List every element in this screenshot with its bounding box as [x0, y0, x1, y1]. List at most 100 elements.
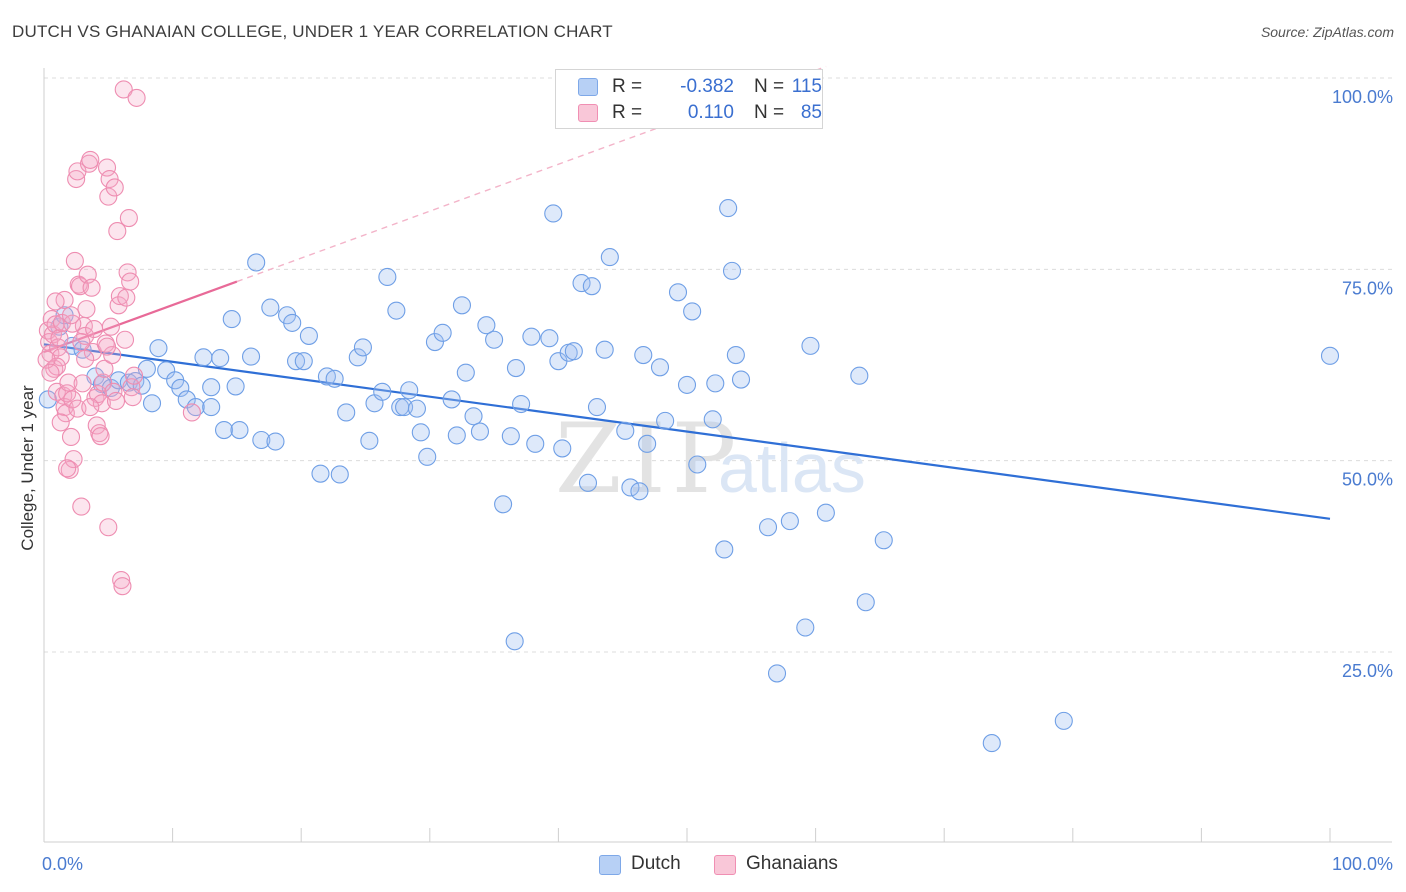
point-ghanaians: [61, 306, 81, 325]
point-dutch: [621, 478, 640, 497]
r-value: 0.110: [687, 102, 734, 123]
n-value: 85: [800, 102, 822, 123]
point-dutch: [348, 348, 367, 367]
y-axis-label: College, Under 1 year: [18, 385, 37, 551]
legend-swatch-ghanaians: [714, 855, 736, 875]
point-ghanaians: [46, 292, 65, 311]
point-ghanaians: [65, 251, 84, 270]
swatch-ghanaians: [578, 104, 598, 122]
point-ghanaians: [59, 373, 78, 392]
point-dutch: [780, 512, 799, 531]
legend-swatch-dutch: [599, 855, 621, 875]
r-label: R =: [612, 76, 643, 97]
point-ghanaians: [105, 178, 124, 197]
point-dutch: [796, 618, 815, 637]
point-dutch: [512, 394, 531, 414]
tick-labels: 25.0% 50.0% 75.0% 100.0% 0.0% 100.0%: [42, 87, 1393, 874]
point-ghanaians: [110, 287, 129, 306]
point-dutch: [222, 310, 241, 329]
point-ghanaians: [73, 374, 92, 393]
n-value: 115: [791, 76, 822, 97]
point-dutch: [311, 464, 330, 483]
trend-line-dutch: [43, 343, 1331, 520]
x-tick-label: 0.0%: [42, 854, 83, 874]
point-ghanaians: [112, 571, 131, 590]
point-ghanaians: [83, 342, 102, 362]
point-ghanaians: [51, 413, 70, 432]
point-dutch: [656, 411, 675, 430]
point-ghanaians: [90, 424, 109, 443]
point-ghanaians: [103, 346, 122, 365]
point-ghanaians: [127, 88, 146, 107]
point-dutch: [505, 632, 524, 651]
n-label: N =: [754, 102, 785, 123]
point-ghanaians: [81, 150, 100, 169]
point-ghanaians: [76, 349, 95, 368]
point-dutch: [171, 378, 190, 398]
point-dutch: [294, 352, 313, 371]
point-dutch: [553, 439, 572, 458]
point-dutch: [1320, 346, 1340, 365]
point-dutch: [526, 434, 545, 453]
point-ghanaians: [92, 394, 111, 413]
point-ghanaians: [101, 317, 120, 336]
point-ghanaians: [82, 278, 101, 297]
point-ghanaians: [63, 390, 82, 409]
point-ghanaians: [115, 330, 135, 349]
point-dutch: [456, 363, 475, 382]
point-dutch: [226, 377, 245, 396]
point-ghanaians: [117, 288, 136, 307]
point-ghanaians: [100, 169, 119, 189]
point-dutch: [387, 301, 406, 320]
point-dutch: [353, 338, 372, 357]
point-dutch: [650, 358, 670, 377]
data-points: [37, 80, 1340, 753]
legend-label-ghanaians: Ghanaians: [746, 853, 838, 874]
point-dutch: [668, 283, 688, 302]
point-dutch: [373, 382, 392, 401]
point-dutch: [767, 664, 787, 683]
point-ghanaians: [99, 518, 118, 537]
point-dutch: [726, 346, 745, 365]
swatch-dutch: [578, 78, 598, 96]
point-dutch: [425, 332, 444, 352]
point-dutch: [261, 298, 280, 317]
point-dutch: [337, 403, 356, 422]
point-dutch: [247, 253, 266, 272]
point-ghanaians: [108, 222, 127, 241]
point-ghanaians: [106, 391, 126, 411]
point-dutch: [452, 296, 472, 315]
point-dutch: [683, 302, 702, 321]
point-ghanaians: [41, 363, 60, 382]
point-ghanaians: [55, 290, 74, 309]
point-dutch: [587, 398, 607, 417]
point-ghanaians: [97, 337, 117, 356]
point-dutch: [194, 348, 213, 367]
point-dutch: [544, 204, 563, 223]
point-dutch: [266, 432, 285, 451]
point-dutch: [202, 378, 221, 397]
point-dutch: [325, 369, 344, 388]
legend-label-dutch: Dutch: [631, 853, 681, 874]
point-dutch: [470, 422, 490, 441]
point-ghanaians: [97, 158, 117, 177]
watermark-atlas: atlas: [718, 429, 866, 507]
point-dutch: [287, 352, 306, 371]
point-dutch: [688, 455, 707, 474]
chart-title: DUTCH VS GHANAIAN COLLEGE, UNDER 1 YEAR …: [12, 22, 613, 41]
point-dutch: [485, 330, 504, 349]
point-dutch: [433, 323, 452, 342]
point-ghanaians: [81, 398, 100, 417]
trend-line-ghanaians: [43, 280, 238, 354]
point-dutch: [360, 431, 379, 450]
point-dutch: [719, 199, 738, 218]
point-dutch: [578, 473, 598, 492]
point-ghanaians: [61, 427, 81, 446]
point-dutch: [411, 423, 430, 442]
r-label: R =: [612, 102, 643, 123]
point-dutch: [407, 399, 426, 418]
point-dutch: [299, 326, 318, 345]
point-dutch: [501, 427, 520, 446]
point-dutch: [283, 313, 302, 332]
axes: [43, 68, 1392, 843]
